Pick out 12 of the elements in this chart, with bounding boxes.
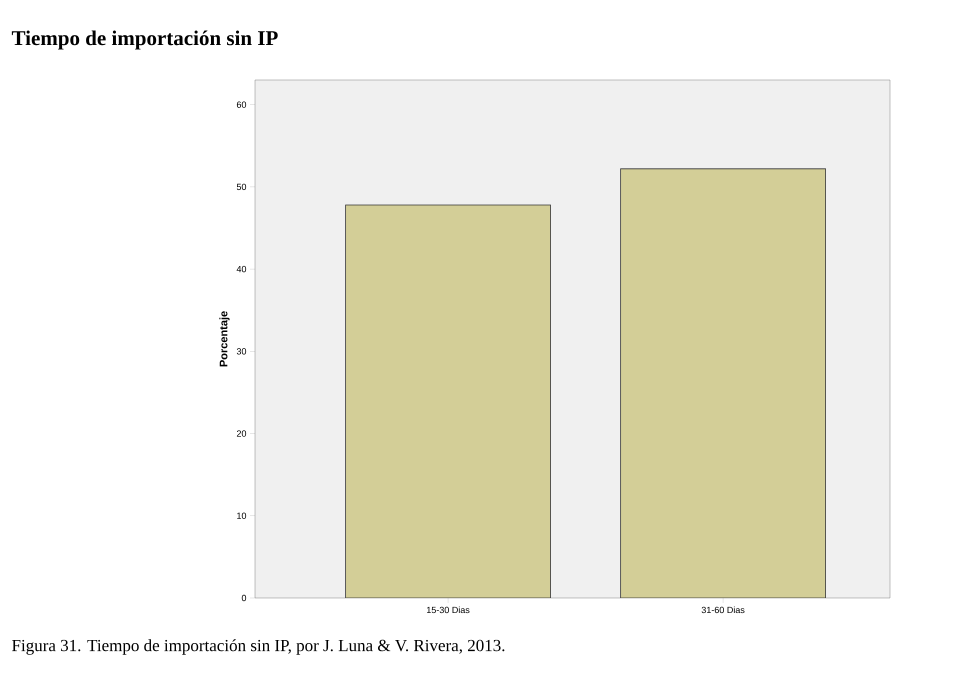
x-tick-label: 15-30 Dias xyxy=(426,606,470,614)
chart-title: Tiempo de importación sin IP xyxy=(12,30,278,50)
y-tick-label: 60 xyxy=(236,101,246,108)
text: Figura 31. Tiempo de importación sin IP, por J. Luna & V. Rivera, 2013. xyxy=(12,639,504,655)
y-tick-label: 10 xyxy=(237,512,246,519)
x-tick-label: 31-60 Dias xyxy=(702,606,744,614)
y-tick-label: 50 xyxy=(236,184,246,190)
y-tick-label: 20 xyxy=(236,430,246,437)
y-axis-title: Porcentaje xyxy=(219,311,230,366)
y-tick-label: 30 xyxy=(236,348,246,355)
y-tick-label: 0 xyxy=(242,594,246,602)
y-tick-label: 40 xyxy=(236,266,246,272)
